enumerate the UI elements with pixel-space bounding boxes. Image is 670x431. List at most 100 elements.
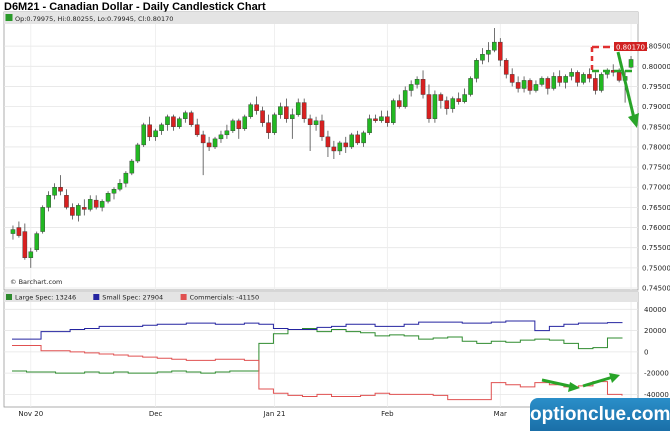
candle-down — [284, 106, 289, 119]
candle-up — [391, 100, 396, 123]
price-y-tick: 0.77000 — [642, 184, 670, 192]
candle-down — [575, 72, 580, 83]
cot-legend: Large Spec: 13246 Small Spec: 27904 Commer… — [6, 294, 259, 302]
candle-up — [230, 120, 236, 131]
candle-up — [105, 193, 111, 202]
candle-down — [355, 134, 360, 144]
candle-up — [367, 118, 372, 134]
optionclue-logo: optionclue.com — [530, 398, 670, 431]
candle-down — [396, 100, 402, 107]
candle-down — [438, 94, 444, 101]
candle-up — [563, 76, 568, 83]
candle-up — [40, 207, 45, 232]
candle-up — [628, 59, 634, 68]
candle-up — [432, 94, 438, 119]
candles — [10, 28, 634, 268]
candle-down — [22, 231, 28, 258]
candle-up — [581, 74, 586, 83]
candle-down — [194, 124, 200, 136]
cot-legend-bar — [4, 292, 638, 302]
candle-down — [616, 72, 622, 81]
cot-y-tick: -20000 — [644, 370, 669, 378]
candle-down — [301, 102, 307, 119]
cot-lines — [12, 320, 623, 401]
candle-up — [34, 233, 40, 250]
candle-up — [414, 79, 420, 85]
candle-up — [135, 144, 141, 162]
cot-series-commercials — [12, 344, 623, 401]
barchart-credit: © Barchart.com — [10, 278, 62, 286]
candle-up — [290, 114, 295, 119]
candle-down — [93, 199, 99, 208]
price-y-tick: 0.78500 — [642, 123, 670, 131]
candle-up — [165, 116, 170, 125]
cot-y-tick: 20000 — [644, 327, 666, 335]
candle-up — [539, 78, 545, 85]
candle-down — [509, 74, 515, 83]
candle-up — [46, 195, 51, 208]
candle-down — [444, 100, 450, 109]
x-tick-label: Nov 20 — [18, 410, 43, 418]
candle-up — [492, 41, 497, 51]
cot-arrow-1 — [541, 378, 575, 389]
candle-up — [76, 205, 81, 216]
price-y-tick: 0.79000 — [642, 103, 670, 111]
candle-down — [385, 116, 390, 123]
x-tick-label: Jan 21 — [262, 410, 285, 418]
cot-arrow-2 — [582, 375, 614, 388]
candle-up — [462, 94, 467, 102]
candle-up — [486, 49, 491, 55]
price-y-tick: 0.76500 — [642, 204, 670, 212]
candle-up — [177, 118, 182, 127]
legend-label: Large Spec: 13246 — [15, 294, 76, 302]
candle-up — [28, 251, 34, 258]
cot-panel — [3, 291, 639, 408]
candle-down — [331, 146, 337, 152]
cot-series-small-spec — [12, 320, 623, 340]
candle-down — [593, 78, 598, 91]
candle-up — [379, 116, 384, 121]
price-y-tick: 0.76000 — [642, 224, 670, 232]
candle-down — [557, 76, 562, 83]
candle-up — [480, 54, 485, 61]
price-y-tick: 0.80500 — [642, 43, 670, 51]
candle-down — [373, 118, 378, 121]
cot-y-tick: -40000 — [644, 391, 669, 399]
last-price-tag — [614, 42, 647, 51]
forecast-arrow-shaft — [616, 51, 636, 119]
cot-arrow-2-head — [609, 373, 620, 383]
candle-up — [10, 229, 16, 234]
candle-up — [361, 132, 366, 144]
candle-up — [141, 124, 146, 146]
candle-down — [254, 104, 259, 111]
candle-down — [498, 41, 503, 61]
candle-up — [87, 199, 93, 210]
candle-up — [278, 106, 283, 115]
candle-down — [206, 142, 212, 148]
candle-down — [515, 82, 521, 89]
legend-swatch — [93, 294, 100, 300]
price-y-axis: 0.80500 0.80000 0.79500 0.79000 0.78500 0.780… — [642, 43, 670, 293]
ohlc-bar — [4, 12, 638, 24]
cot-series-large-spec — [12, 327, 623, 374]
candle-up — [129, 160, 135, 174]
candle-up — [242, 116, 248, 129]
candle-up — [474, 60, 479, 79]
legend-swatch — [6, 294, 12, 300]
candle-down — [307, 118, 313, 125]
candle-down — [260, 110, 265, 123]
candle-down — [325, 136, 331, 148]
candle-down — [545, 78, 551, 89]
ohlc-swatch — [5, 14, 13, 21]
ohlc-label: Op:0.79975, Hi:0.80255, Lo:0.79945, Cl:0… — [15, 15, 173, 23]
last-price-label: 0.80170 — [616, 44, 645, 52]
candle-up — [183, 112, 188, 119]
candle-down — [343, 142, 349, 148]
candle-down — [188, 112, 194, 125]
legend-swatch — [180, 294, 187, 300]
candle-down — [200, 134, 206, 144]
cot-arrow-1-head — [568, 382, 580, 392]
candle-up — [111, 189, 117, 194]
candle-up — [212, 138, 218, 148]
